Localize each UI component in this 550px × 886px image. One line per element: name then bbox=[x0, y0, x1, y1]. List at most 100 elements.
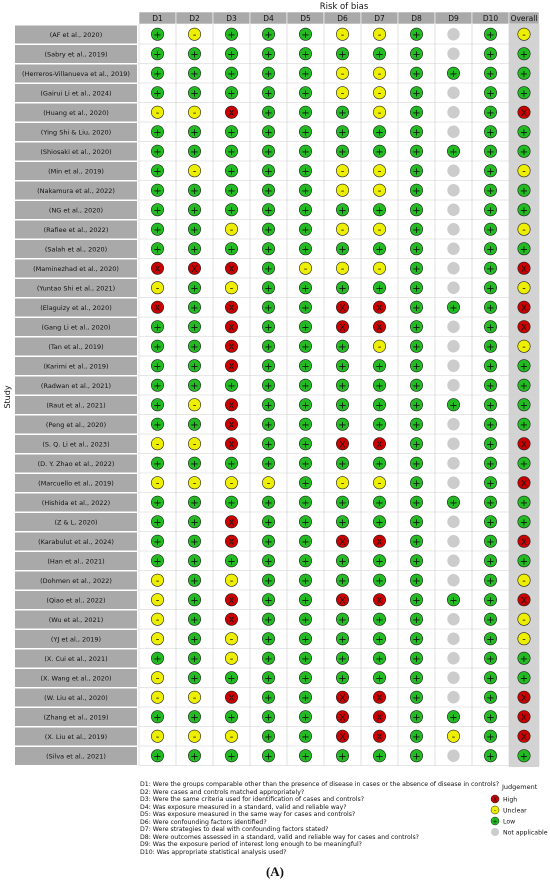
judgement-point bbox=[372, 690, 386, 704]
judgement-symbol: + bbox=[153, 30, 161, 41]
judgement-point bbox=[483, 281, 497, 295]
judgement-symbol: + bbox=[412, 108, 420, 119]
legend-title: Judgement bbox=[501, 783, 538, 791]
judgement-point bbox=[372, 125, 386, 139]
judgement-point bbox=[151, 690, 165, 704]
judgement-point bbox=[409, 378, 423, 392]
judgement-point bbox=[517, 534, 531, 548]
judgement-point bbox=[188, 222, 202, 236]
judgement-symbol: + bbox=[264, 595, 272, 606]
judgement-point bbox=[151, 515, 165, 529]
judgement-point bbox=[225, 281, 239, 295]
judgement-symbol: + bbox=[412, 439, 420, 450]
judgement-point bbox=[225, 710, 239, 724]
study-label: (Maminezhad et al., 2020) bbox=[33, 265, 119, 273]
judgement-point bbox=[446, 729, 460, 743]
judgement-symbol: - bbox=[341, 478, 345, 489]
judgement-point bbox=[225, 144, 239, 158]
judgement-symbol: X bbox=[228, 362, 234, 372]
judgement-point bbox=[225, 125, 239, 139]
judgement-point bbox=[298, 456, 312, 470]
judgement-symbol: - bbox=[522, 342, 526, 353]
judgement-point bbox=[261, 144, 275, 158]
legend-swatch bbox=[490, 794, 500, 804]
judgement-symbol: + bbox=[264, 693, 272, 704]
judgement-point bbox=[261, 183, 275, 197]
judgement-symbol: + bbox=[338, 127, 346, 138]
judgement-symbol: + bbox=[520, 556, 528, 567]
judgement-symbol: + bbox=[301, 108, 309, 119]
judgement-point bbox=[409, 242, 423, 256]
judgement-symbol: + bbox=[486, 712, 494, 723]
judgement-point bbox=[447, 106, 460, 119]
judgement-symbol: + bbox=[264, 205, 272, 216]
judgement-symbol: X bbox=[376, 440, 382, 450]
judgement-symbol: + bbox=[301, 205, 309, 216]
domain-description: D9: Was the exposure period of interest … bbox=[140, 841, 362, 848]
judgement-symbol: + bbox=[301, 244, 309, 255]
judgement-symbol: X bbox=[228, 109, 234, 119]
judgement-symbol: + bbox=[449, 147, 457, 158]
domain-header-overall: Overall bbox=[511, 14, 538, 23]
judgement-symbol: + bbox=[301, 322, 309, 333]
judgement-symbol: + bbox=[301, 439, 309, 450]
judgement-symbol: + bbox=[486, 283, 494, 294]
judgement-point bbox=[335, 495, 349, 509]
judgement-point bbox=[409, 86, 423, 100]
judgement-point bbox=[151, 534, 165, 548]
study-label-box bbox=[15, 688, 137, 707]
judgement-point bbox=[151, 339, 165, 353]
judgement-point bbox=[151, 495, 165, 509]
judgement-point bbox=[261, 729, 275, 743]
judgement-point bbox=[409, 671, 423, 685]
judgement-symbol: + bbox=[486, 244, 494, 255]
judgement-point bbox=[225, 66, 239, 80]
judgement-point bbox=[225, 203, 239, 217]
judgement-point bbox=[517, 339, 531, 353]
y-axis-label: Study bbox=[3, 385, 12, 408]
judgement-point bbox=[446, 593, 460, 607]
judgement-symbol: + bbox=[153, 751, 161, 762]
judgement-symbol: + bbox=[190, 615, 198, 626]
study-label-box bbox=[15, 298, 137, 317]
judgement-point bbox=[298, 573, 312, 587]
judgement-point bbox=[335, 456, 349, 470]
judgement-symbol: - bbox=[156, 693, 160, 704]
judgement-symbol: - bbox=[156, 615, 160, 626]
study-label: (Gang Li et al., 2020) bbox=[41, 323, 110, 331]
judgement-point bbox=[517, 222, 531, 236]
judgement-point bbox=[225, 320, 239, 334]
judgement-point bbox=[517, 164, 531, 178]
judgement-point bbox=[298, 281, 312, 295]
judgement-point bbox=[261, 339, 275, 353]
judgement-symbol: + bbox=[520, 205, 528, 216]
judgement-point bbox=[261, 47, 275, 61]
judgement-point bbox=[446, 710, 460, 724]
judgement-symbol: + bbox=[338, 361, 346, 372]
judgement-point bbox=[298, 164, 312, 178]
judgement-symbol: - bbox=[378, 166, 382, 177]
domain-description: D1: Were the groups comparable other tha… bbox=[140, 781, 499, 788]
judgement-point bbox=[335, 222, 349, 236]
judgement-point bbox=[517, 593, 531, 607]
study-label: (YJ et al., 2019) bbox=[51, 635, 101, 643]
judgement-symbol: + bbox=[264, 537, 272, 548]
judgement-point bbox=[151, 456, 165, 470]
judgement-symbol: + bbox=[520, 459, 528, 470]
judgement-point bbox=[447, 652, 460, 665]
judgement-point bbox=[372, 476, 386, 490]
judgement-point bbox=[261, 66, 275, 80]
judgement-symbol: + bbox=[486, 49, 494, 60]
judgement-point bbox=[409, 261, 423, 275]
judgement-symbol: - bbox=[341, 264, 345, 275]
study-label: (X. Wang et al., 2020) bbox=[40, 674, 111, 682]
judgement-point bbox=[298, 593, 312, 607]
judgement-point bbox=[261, 456, 275, 470]
legend-swatch bbox=[491, 828, 499, 836]
judgement-symbol: + bbox=[301, 732, 309, 743]
judgement-point bbox=[225, 612, 239, 626]
judgement-point bbox=[151, 749, 165, 763]
judgement-point bbox=[225, 261, 239, 275]
judgement-symbol: + bbox=[153, 459, 161, 470]
